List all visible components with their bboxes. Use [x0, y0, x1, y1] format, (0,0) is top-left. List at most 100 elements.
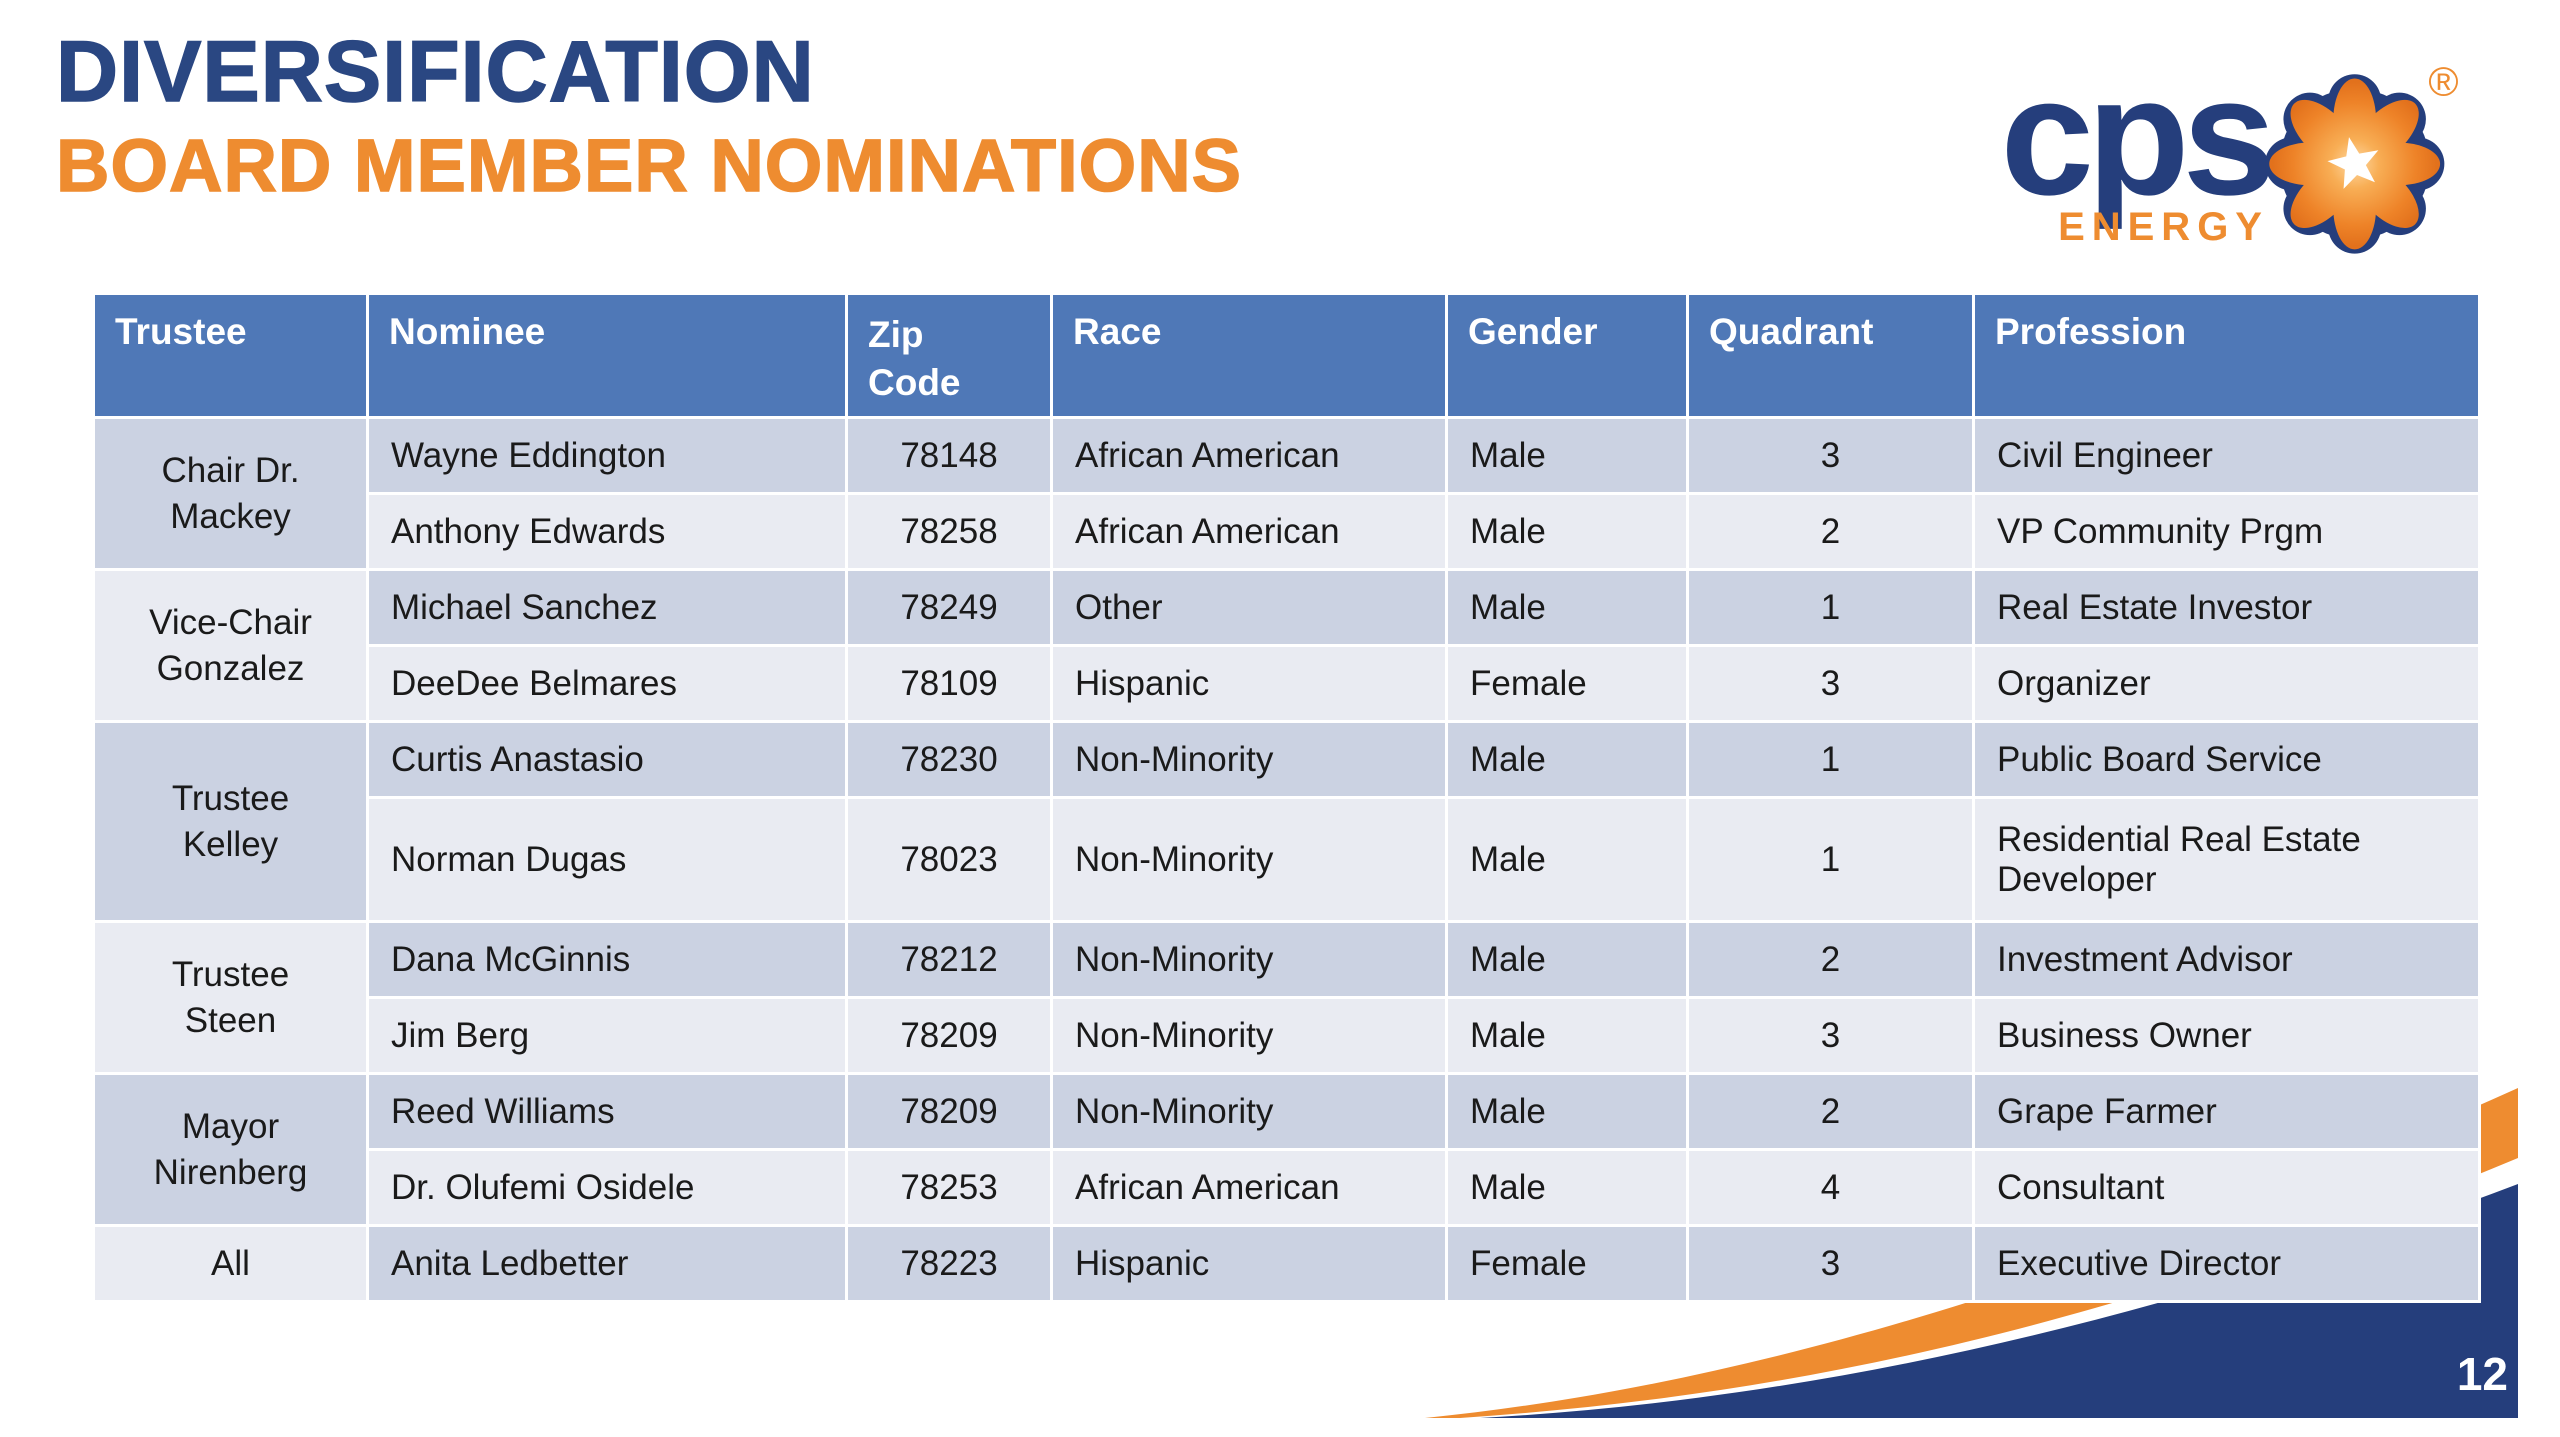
page-subtitle: BOARD MEMBER NOMINATIONS: [55, 123, 1243, 207]
quadrant-cell: 3: [1686, 416, 1975, 495]
table-row: Trustee Kelley Curtis Anastasio 78230 No…: [92, 720, 2481, 923]
race-cell: African American: [1050, 416, 1448, 495]
table-row: Jim Berg 78209 Non-Minority Male 3 Busin…: [94, 996, 2481, 1075]
profession-cell: Organizer: [1972, 644, 2481, 723]
zip-cell: 78023: [845, 796, 1053, 923]
nominee-cell: Dana McGinnis: [366, 920, 848, 999]
table-row: Chair Dr. Mackey Wayne Eddington 78148 A…: [92, 416, 2481, 571]
race-cell: Other: [1050, 568, 1448, 647]
quadrant-cell: 1: [1686, 796, 1975, 923]
zip-cell: 78258: [845, 492, 1053, 571]
nominee-cell: Anita Ledbetter: [366, 1224, 848, 1303]
nominee-cell: Wayne Eddington: [366, 416, 848, 495]
trustee-cell: Mayor Nirenberg: [92, 1072, 369, 1227]
trustee-cell: Trustee Kelley: [92, 720, 369, 923]
zip-cell: 78148: [845, 416, 1053, 495]
column-header-zip-label: Zip Code: [868, 314, 961, 404]
profession-cell: Residential Real Estate Developer: [1972, 796, 2481, 923]
gender-cell: Female: [1445, 644, 1689, 723]
profession-cell: Civil Engineer: [1972, 416, 2481, 495]
table-row: Trustee Steen Dana McGinnis 78212 Non-Mi…: [92, 920, 2481, 1075]
table-row: Norman Dugas 78023 Non-Minority Male 1 R…: [94, 796, 2481, 923]
logo-brand-text: cps: [2000, 42, 2276, 231]
nominee-cell: Curtis Anastasio: [366, 720, 848, 799]
page-title: DIVERSIFICATION: [55, 24, 815, 120]
gender-cell: Male: [1445, 796, 1689, 923]
race-cell: Non-Minority: [1050, 920, 1448, 999]
gender-cell: Male: [1445, 1072, 1689, 1151]
nominee-cell: Reed Williams: [366, 1072, 848, 1151]
title-block: DIVERSIFICATION BOARD MEMBER NOMINATIONS: [55, 24, 1243, 207]
gender-cell: Male: [1445, 1148, 1689, 1227]
nominee-cell: Dr. Olufemi Osidele: [366, 1148, 848, 1227]
quadrant-cell: 3: [1686, 644, 1975, 723]
table-row: All Anita Ledbetter 78223 Hispanic Femal…: [92, 1224, 2481, 1303]
zip-cell: 78109: [845, 644, 1053, 723]
nominee-cell: Jim Berg: [366, 996, 848, 1075]
column-header-race: Race: [1050, 292, 1448, 419]
table-row: Anthony Edwards 78258 African American M…: [94, 492, 2481, 571]
race-cell: Non-Minority: [1050, 996, 1448, 1075]
profession-cell: Real Estate Investor: [1972, 568, 2481, 647]
corner-swoosh-decoration: [1425, 1088, 2518, 1418]
logo-wordmark: cps ENERGY: [2000, 42, 2276, 249]
race-cell: Hispanic: [1050, 1224, 1448, 1303]
profession-cell: Grape Farmer: [1972, 1072, 2481, 1151]
nominee-cell: Anthony Edwards: [366, 492, 848, 571]
gender-cell: Male: [1445, 996, 1689, 1075]
profession-cell: Public Board Service: [1972, 720, 2481, 799]
zip-cell: 78209: [845, 996, 1053, 1075]
quadrant-cell: 2: [1686, 920, 1975, 999]
page-number: 12: [2456, 1348, 2508, 1400]
race-cell: Non-Minority: [1050, 720, 1448, 799]
profession-cell: Business Owner: [1972, 996, 2481, 1075]
profession-cell: Investment Advisor: [1972, 920, 2481, 999]
race-cell: Non-Minority: [1050, 1072, 1448, 1151]
column-header-quadrant: Quadrant: [1686, 292, 1975, 419]
column-header-nominee: Nominee: [366, 292, 848, 419]
gender-cell: Male: [1445, 492, 1689, 571]
zip-cell: 78253: [845, 1148, 1053, 1227]
swoosh-navy-corner: [1480, 1184, 2518, 1418]
logo-subtitle-text: ENERGY: [2058, 204, 2269, 249]
race-cell: African American: [1050, 492, 1448, 571]
table-row: DeeDee Belmares 78109 Hispanic Female 3 …: [94, 644, 2481, 723]
table-row: Vice-Chair Gonzalez Michael Sanchez 7824…: [92, 568, 2481, 723]
zip-cell: 78249: [845, 568, 1053, 647]
cps-energy-logo: cps ENERGY: [2000, 42, 2465, 263]
nominee-cell: Norman Dugas: [366, 796, 848, 923]
zip-cell: 78209: [845, 1072, 1053, 1151]
gender-cell: Male: [1445, 920, 1689, 999]
column-header-gender: Gender: [1445, 292, 1689, 419]
quadrant-cell: 3: [1686, 1224, 1975, 1303]
cps-flower-icon: ®: [2264, 59, 2459, 254]
star-icon: [2327, 137, 2379, 189]
nominee-cell: DeeDee Belmares: [366, 644, 848, 723]
table-row: Dr. Olufemi Osidele 78253 African Americ…: [94, 1148, 2481, 1227]
trustee-cell: Chair Dr. Mackey: [92, 416, 369, 571]
profession-cell: Consultant: [1972, 1148, 2481, 1227]
quadrant-cell: 2: [1686, 492, 1975, 571]
gender-cell: Male: [1445, 568, 1689, 647]
nominations-table-container: Trustee Nominee Zip Code Race Gender Qua…: [92, 292, 2481, 1303]
quadrant-cell: 1: [1686, 720, 1975, 799]
profession-cell: Executive Director: [1972, 1224, 2481, 1303]
nominations-table: Trustee Nominee Zip Code Race Gender Qua…: [92, 292, 2481, 1303]
zip-cell: 78223: [845, 1224, 1053, 1303]
column-header-trustee: Trustee: [92, 292, 369, 419]
nominee-cell: Michael Sanchez: [366, 568, 848, 647]
registered-mark: ®: [2428, 59, 2458, 105]
zip-cell: 78230: [845, 720, 1053, 799]
column-header-profession: Profession: [1972, 292, 2481, 419]
race-cell: Non-Minority: [1050, 796, 1448, 923]
quadrant-cell: 4: [1686, 1148, 1975, 1227]
quadrant-cell: 1: [1686, 568, 1975, 647]
trustee-cell: Trustee Steen: [92, 920, 369, 1075]
header-row: Trustee Nominee Zip Code Race Gender Qua…: [92, 292, 2481, 419]
trustee-cell: All: [92, 1224, 369, 1303]
race-cell: African American: [1050, 1148, 1448, 1227]
gender-cell: Male: [1445, 720, 1689, 799]
race-cell: Hispanic: [1050, 644, 1448, 723]
profession-cell: VP Community Prgm: [1972, 492, 2481, 571]
